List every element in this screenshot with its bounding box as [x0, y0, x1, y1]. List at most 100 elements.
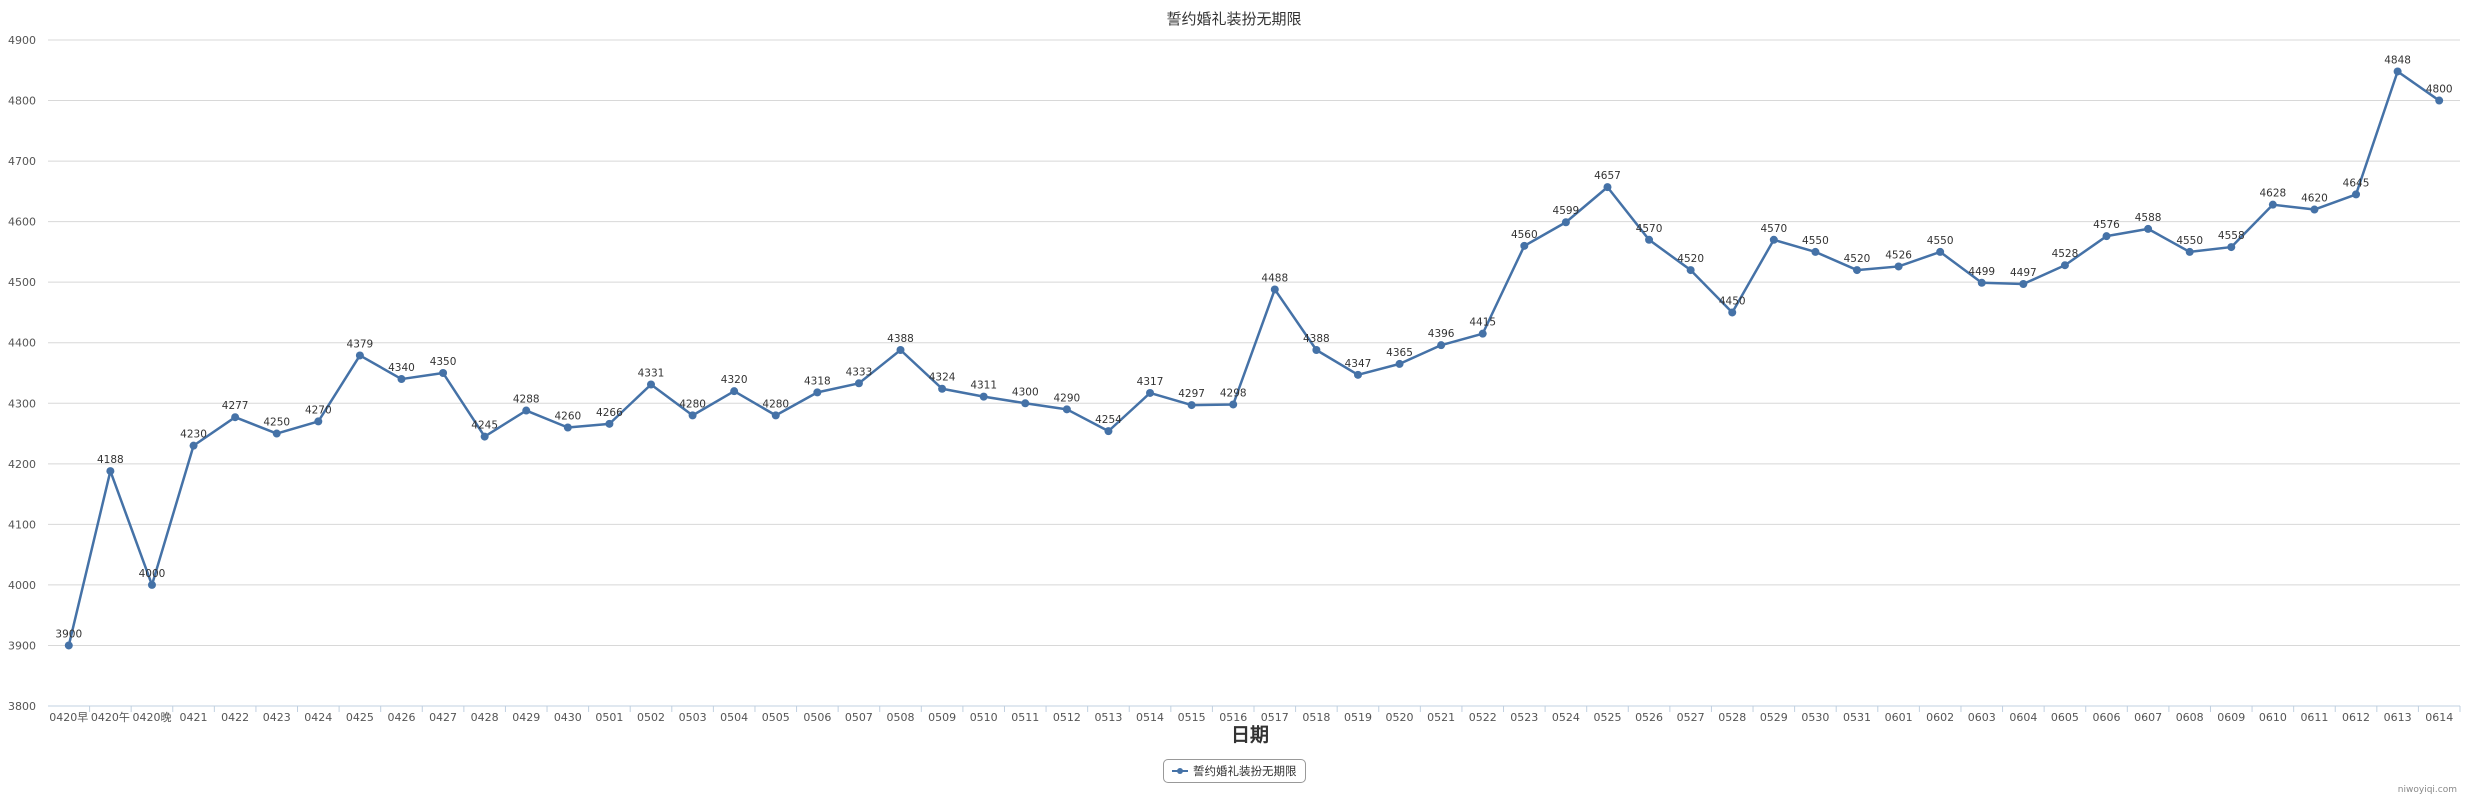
data-label: 4280 — [762, 398, 789, 410]
data-point — [730, 387, 739, 396]
y-tick-label: 4800 — [8, 95, 36, 108]
x-tick-label: 0522 — [1469, 711, 1497, 724]
data-point — [1187, 401, 1196, 410]
credit-text[interactable]: niwoyiqi.com — [2397, 785, 2457, 795]
data-point — [1270, 285, 1279, 294]
data-point — [854, 379, 863, 388]
data-point — [1603, 183, 1612, 192]
data-point — [1353, 370, 1362, 379]
x-tick-label: 0428 — [471, 711, 499, 724]
x-tick-label: 0507 — [845, 711, 873, 724]
x-tick-label: 0603 — [1968, 711, 1996, 724]
data-label: 4396 — [1428, 328, 1455, 340]
x-tick-label: 0506 — [803, 711, 831, 724]
data-label: 4365 — [1386, 347, 1413, 359]
y-tick-label: 4500 — [8, 276, 36, 289]
data-point — [2227, 243, 2236, 252]
data-point — [1021, 399, 1030, 408]
x-axis-ticks: 0420早 0420午 0420晚 0421 0422 0423 0424 0425 0426 0… — [49, 706, 2461, 724]
data-point — [979, 392, 988, 401]
x-tick-label: 0512 — [1053, 711, 1081, 724]
data-point — [2435, 96, 2444, 105]
data-label: 4245 — [471, 420, 498, 432]
data-label: 4379 — [347, 338, 374, 350]
data-label: 4415 — [1469, 317, 1496, 329]
data-point — [231, 413, 240, 422]
data-point — [896, 345, 905, 354]
x-tick-label: 0529 — [1760, 711, 1788, 724]
data-label: 4324 — [929, 372, 956, 384]
data-point — [1977, 278, 1986, 287]
data-label: 4288 — [513, 394, 540, 406]
x-tick-label: 0612 — [2342, 711, 2370, 724]
x-tick-label: 0420晚 — [132, 711, 171, 724]
data-label: 4188 — [97, 454, 124, 466]
data-label: 4317 — [1137, 376, 1164, 388]
x-tick-label: 0609 — [2217, 711, 2245, 724]
data-label: 4599 — [1553, 205, 1580, 217]
data-label: 4570 — [1760, 223, 1787, 235]
x-tick-label: 0426 — [387, 711, 415, 724]
data-point — [2102, 232, 2111, 241]
data-label: 4300 — [1012, 386, 1039, 398]
data-point — [563, 423, 572, 432]
x-tick-label: 0531 — [1843, 711, 1871, 724]
data-label: 4333 — [846, 366, 873, 378]
x-tick-label: 0605 — [2051, 711, 2079, 724]
data-point — [522, 406, 531, 415]
x-tick-label: 0523 — [1510, 711, 1538, 724]
data-point — [2352, 190, 2361, 199]
x-tick-label: 0518 — [1302, 711, 1330, 724]
x-tick-label: 0424 — [304, 711, 332, 724]
data-label: 4645 — [2343, 177, 2370, 189]
data-label: 3900 — [55, 628, 82, 640]
data-label: 4297 — [1178, 388, 1205, 400]
data-point — [2310, 205, 2319, 214]
data-label: 4450 — [1719, 295, 1746, 307]
data-point — [2019, 279, 2028, 288]
x-tick-label: 0430 — [554, 711, 582, 724]
data-point — [771, 411, 780, 420]
data-label: 4260 — [554, 410, 581, 422]
x-tick-label: 0601 — [1885, 711, 1913, 724]
data-label: 4266 — [596, 407, 623, 419]
data-point — [688, 411, 697, 420]
data-point — [2144, 224, 2153, 233]
data-label: 4588 — [2135, 212, 2162, 224]
y-tick-label: 4100 — [8, 518, 36, 531]
data-label: 4290 — [1053, 392, 1080, 404]
y-tick-label: 4700 — [8, 155, 36, 168]
data-point — [1520, 241, 1529, 250]
data-point — [2393, 67, 2402, 76]
x-tick-label: 0515 — [1178, 711, 1206, 724]
x-tick-label: 0528 — [1718, 711, 1746, 724]
data-label: 4620 — [2301, 193, 2328, 205]
x-tick-label: 0513 — [1094, 711, 1122, 724]
data-label: 4250 — [263, 417, 290, 429]
x-tick-label: 0422 — [221, 711, 249, 724]
x-tick-label: 0610 — [2259, 711, 2287, 724]
data-point — [189, 441, 198, 450]
x-tick-label: 0519 — [1344, 711, 1372, 724]
data-point — [1936, 247, 1945, 256]
x-tick-label: 0614 — [2425, 711, 2453, 724]
legend-item[interactable]: 誓约婚礼装扮无期限 — [1163, 759, 1306, 783]
y-tick-label: 4300 — [8, 397, 36, 410]
data-label: 4520 — [1844, 253, 1871, 265]
data-label: 4628 — [2259, 188, 2286, 200]
data-label: 4388 — [1303, 333, 1330, 345]
data-point — [1312, 345, 1321, 354]
x-tick-label: 0613 — [2384, 711, 2412, 724]
data-point — [2268, 200, 2277, 209]
data-label: 4280 — [679, 398, 706, 410]
data-point — [2060, 261, 2069, 270]
data-label: 4550 — [1927, 235, 1954, 247]
x-tick-label: 0504 — [720, 711, 748, 724]
data-label: 4000 — [139, 568, 166, 580]
data-point — [1769, 235, 1778, 244]
x-tick-label: 0502 — [637, 711, 665, 724]
x-tick-label: 0514 — [1136, 711, 1164, 724]
x-tick-label: 0509 — [928, 711, 956, 724]
x-tick-label: 0501 — [595, 711, 623, 724]
